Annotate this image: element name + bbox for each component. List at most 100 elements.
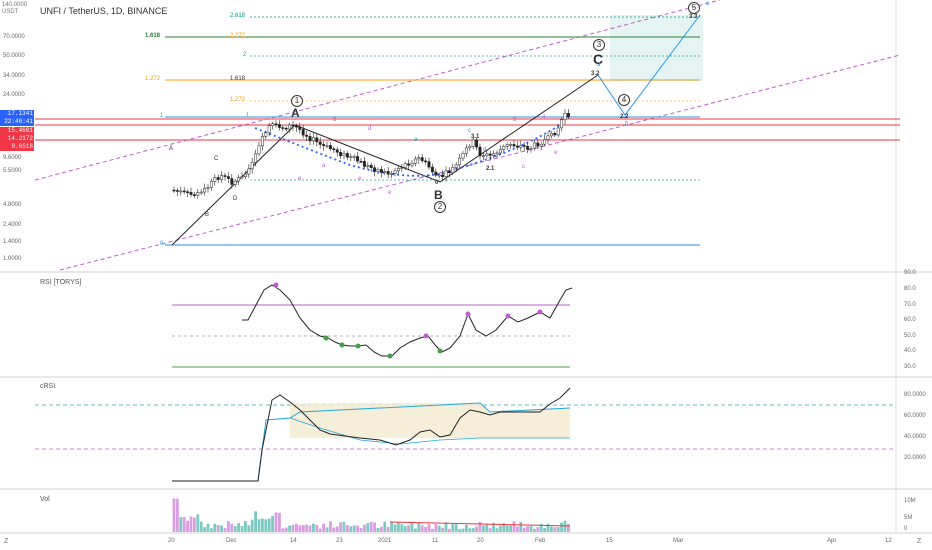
candle-body xyxy=(346,153,348,157)
volume-bar xyxy=(234,526,237,532)
candle-body xyxy=(343,153,345,155)
candle-body xyxy=(435,172,437,175)
sub-wave-label: a xyxy=(322,163,325,169)
sub-wave-label: d xyxy=(368,126,371,132)
candle-body xyxy=(438,175,440,176)
volume-bar xyxy=(329,521,332,532)
crsi-pane-label[interactable]: cRSI xyxy=(40,383,55,390)
volume-bar xyxy=(363,525,366,532)
volume-bar xyxy=(312,524,315,532)
volume-bar xyxy=(332,528,335,532)
candle-body xyxy=(261,136,263,146)
candle-body xyxy=(183,191,185,192)
volume-bar xyxy=(390,521,393,532)
volume-bar xyxy=(217,525,220,532)
rsi-axis-tick: 50.0 xyxy=(904,333,916,339)
volume-bar xyxy=(302,525,305,532)
volume-bar xyxy=(431,529,434,532)
volume-bar xyxy=(509,526,512,532)
volume-bar xyxy=(261,519,264,532)
volume-bar xyxy=(179,517,182,532)
time-axis-tick: 2021 xyxy=(378,538,391,544)
vol-axis-tick: 0 xyxy=(904,526,907,532)
volume-bar xyxy=(196,514,199,532)
volume-bar xyxy=(360,528,363,532)
candle-body xyxy=(309,136,311,141)
candle-body xyxy=(203,188,205,192)
candle-body xyxy=(271,124,273,126)
volume-bar xyxy=(227,521,230,532)
main-pane[interactable] xyxy=(0,0,932,272)
time-axis-tick: 11 xyxy=(432,538,438,544)
candle-body xyxy=(441,175,443,177)
sub-wave-label: e xyxy=(554,150,557,156)
candle-body xyxy=(401,168,403,169)
volume-bar xyxy=(536,527,539,532)
candle-body xyxy=(353,157,355,158)
candle-body xyxy=(275,124,277,125)
volume-bar xyxy=(254,511,257,532)
candle-body xyxy=(333,149,335,150)
wave-circle-5: 5 xyxy=(688,2,700,14)
candle-body xyxy=(251,162,253,169)
candle-body xyxy=(299,127,301,129)
rsi-pane-label[interactable]: RSI [TORYS] xyxy=(40,279,81,286)
candle-body xyxy=(339,152,341,156)
volume-bar xyxy=(343,522,346,532)
candle-body xyxy=(424,161,426,162)
volume-bar xyxy=(244,521,247,532)
vol-pane-label[interactable]: Vol xyxy=(40,496,50,503)
candle-body xyxy=(295,126,297,127)
volume-bar xyxy=(224,528,227,532)
candle-body xyxy=(530,148,532,149)
candle-body xyxy=(550,133,552,136)
symbol-title[interactable]: UNFI / TetherUS, 1D, BINANCE xyxy=(40,6,167,16)
time-axis-tick: Mar xyxy=(673,538,683,544)
candle-body xyxy=(265,133,267,137)
candle-body xyxy=(445,171,447,177)
volume-bar xyxy=(373,523,376,532)
zoom-left-icon[interactable]: Z xyxy=(4,538,8,545)
time-axis-tick: 15 xyxy=(606,538,613,544)
candle-body xyxy=(567,113,569,117)
candle-body xyxy=(397,168,399,171)
candle-body xyxy=(319,142,321,145)
sub-wave-label: a xyxy=(597,62,600,68)
candle-body xyxy=(336,150,338,153)
volume-bar xyxy=(356,526,359,532)
resistance-tag: 14.2172 xyxy=(0,135,34,143)
candle-body xyxy=(190,192,192,194)
volume-bar xyxy=(428,524,431,532)
candle-body xyxy=(227,177,229,179)
candle-body xyxy=(217,177,219,179)
resistance-tag: 15.4601 xyxy=(0,127,34,135)
volume-bar xyxy=(258,519,261,532)
candle-body xyxy=(499,149,501,152)
volume-bar xyxy=(336,527,339,532)
volume-bar xyxy=(424,527,427,532)
sub-wave-label: e xyxy=(358,176,361,182)
volume-bar xyxy=(319,529,322,532)
volume-bar xyxy=(377,528,380,532)
candle-body xyxy=(180,191,182,192)
candle-body xyxy=(394,171,396,173)
target-zone xyxy=(610,15,703,81)
candle-body xyxy=(258,146,260,154)
sub-wave-label: C xyxy=(214,156,218,162)
fib-label: 2.618 xyxy=(230,13,245,19)
candle-body xyxy=(363,161,365,166)
time-axis-tick: Dec xyxy=(226,538,237,544)
candle-body xyxy=(526,146,528,149)
zoom-right-icon[interactable]: Z xyxy=(917,538,921,545)
candle-body xyxy=(292,125,294,126)
volume-bar xyxy=(200,522,203,532)
sub-wave-label: e xyxy=(298,176,301,182)
volume-bar xyxy=(380,527,383,532)
volume-bar xyxy=(183,517,186,532)
volume-bar xyxy=(417,522,420,532)
wave-circle-1: 1 xyxy=(291,95,303,107)
sub-wave-label: 3.2 xyxy=(591,71,599,77)
candle-body xyxy=(472,140,474,146)
volume-bar xyxy=(458,529,461,532)
